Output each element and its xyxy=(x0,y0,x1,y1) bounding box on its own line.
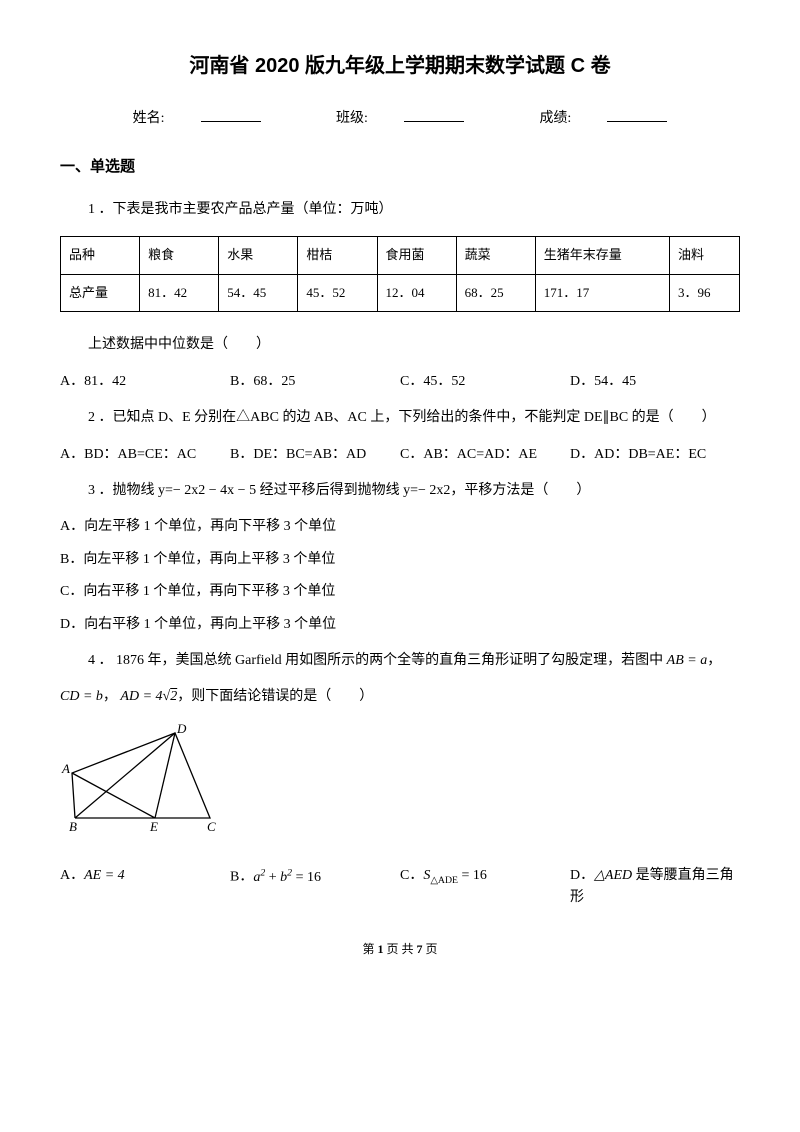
section-heading: 一、单选题 xyxy=(60,155,740,179)
page-title: 河南省 2020 版九年级上学期期末数学试题 C 卷 xyxy=(60,50,740,82)
q3-opt-c: C．向右平移 1 个单位，再向下平移 3 个单位 xyxy=(60,581,740,603)
q2-opt-a: A．BD：AB=CE：AC xyxy=(60,444,230,466)
label-D: D xyxy=(176,723,187,736)
q4-stem-line2: CD = b， AD = 4√2，则下面结论错误的是（ ） xyxy=(60,686,740,708)
q4-opt-d: D．△AED 是等腰直角三角形 xyxy=(570,865,740,910)
info-line: 姓名: 班级: 成绩: xyxy=(60,107,740,130)
table-row: 总产量81．4254．4545．5212．0468．25171．173．96 xyxy=(61,274,740,312)
label-B: B xyxy=(69,819,77,834)
q1-table: 品种粮食水果柑桔食用菌蔬菜生猪年末存量油料 总产量81．4254．4545．52… xyxy=(60,236,740,313)
q3-opt-d: D．向右平移 1 个单位，再向上平移 3 个单位 xyxy=(60,614,740,636)
q3-opt-b: B．向左平移 1 个单位，再向上平移 3 个单位 xyxy=(60,549,740,571)
q2-opt-d: D．AD：DB=AE：EC xyxy=(570,444,740,466)
page-footer: 第 1 页 共 7 页 xyxy=(60,940,740,959)
score-field: 成绩: xyxy=(521,111,685,126)
name-field: 姓名: xyxy=(115,111,279,126)
table-row: 品种粮食水果柑桔食用菌蔬菜生猪年末存量油料 xyxy=(61,236,740,274)
label-A: A xyxy=(61,761,70,776)
q4-options: A．AE = 4 B．a2 + b2 = 16 C．S△ADE = 16 D．△… xyxy=(60,865,740,910)
q1-opt-d: D．54．45 xyxy=(570,371,740,393)
q4-stem: 4 ． 1876 年，美国总统 Garfield 用如图所示的两个全等的直角三角… xyxy=(88,650,740,672)
label-E: E xyxy=(149,819,158,834)
q1-after: 上述数据中中位数是（ ） xyxy=(88,334,740,356)
q4-opt-a: A．AE = 4 xyxy=(60,865,230,887)
q1-opt-b: B．68．25 xyxy=(230,371,400,393)
q1-opt-c: C．45．52 xyxy=(400,371,570,393)
q3-opt-a: A．向左平移 1 个单位，再向下平移 3 个单位 xyxy=(60,516,740,538)
q2-options: A．BD：AB=CE：AC B．DE：BC=AB：AD C．AB：AC=AD：A… xyxy=(60,444,740,466)
class-field: 班级: xyxy=(318,111,482,126)
q1-options: A．81．42 B．68．25 C．45．52 D．54．45 xyxy=(60,371,740,393)
q2-opt-c: C．AB：AC=AD：AE xyxy=(400,444,570,466)
q1-opt-a: A．81．42 xyxy=(60,371,230,393)
q4-opt-b: B．a2 + b2 = 16 xyxy=(230,865,400,889)
q4-opt-c: C．S△ADE = 16 xyxy=(400,865,570,888)
q2-stem: 2 ．已知点 D、E 分别在△ABC 的边 AB、AC 上，下列给出的条件中，不… xyxy=(88,407,740,429)
q2-opt-b: B．DE：BC=AB：AD xyxy=(230,444,400,466)
label-C: C xyxy=(207,819,216,834)
q1-stem: 1 ．下表是我市主要农产品总产量（单位：万吨） xyxy=(88,199,740,221)
q4-figure: A B C D E xyxy=(60,723,740,851)
q3-stem: 3 ．抛物线 y=− 2x2 − 4x − 5 经过平移后得到抛物线 y=− 2… xyxy=(88,480,740,502)
